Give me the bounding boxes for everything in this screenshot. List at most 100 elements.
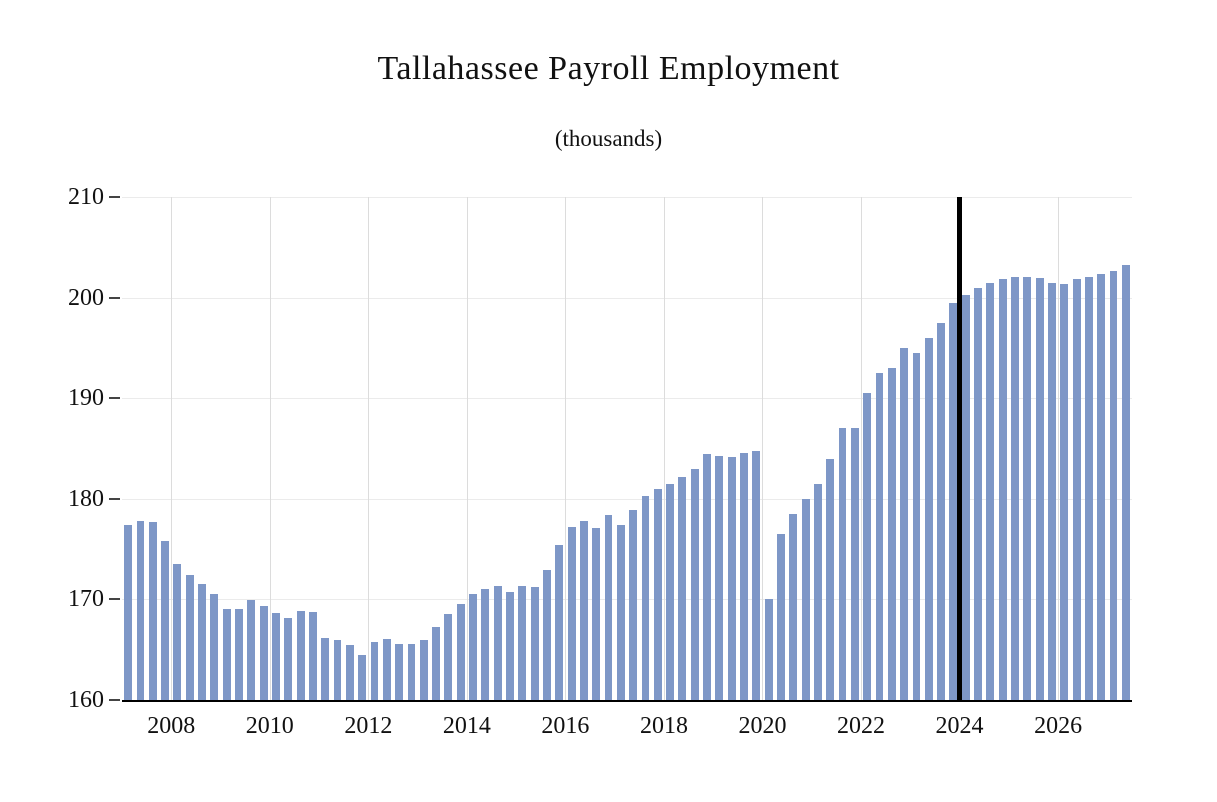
bar: [752, 450, 761, 700]
gridline-vertical: [171, 197, 173, 700]
gridline-horizontal: [122, 197, 1132, 198]
bar: [949, 302, 958, 700]
y-axis-tick-label: 180: [68, 485, 104, 512]
x-axis-tick-label: 2020: [738, 713, 787, 739]
bar: [801, 498, 810, 700]
y-axis-tick-label: 190: [68, 385, 104, 412]
bar: [481, 589, 490, 700]
y-axis-tick-mark: [109, 296, 120, 299]
gridline-vertical: [368, 197, 370, 700]
bar: [838, 428, 847, 700]
bar: [124, 524, 133, 700]
bar: [567, 526, 576, 700]
bar: [986, 282, 995, 700]
bar: [887, 368, 896, 700]
bar: [592, 527, 601, 700]
y-axis-tick-mark: [109, 196, 120, 198]
gridline-horizontal: [122, 398, 1132, 400]
bar: [1060, 283, 1069, 700]
y-axis-tick-label: 200: [68, 284, 104, 311]
bar: [850, 428, 859, 700]
chart-subtitle: (thousands): [554, 126, 663, 151]
bar: [1023, 277, 1032, 700]
bar: [542, 570, 551, 700]
x-axis-tick-label: 2022: [837, 713, 886, 739]
bar: [1121, 265, 1130, 700]
bar: [345, 644, 354, 700]
bar: [173, 564, 182, 700]
x-axis-tick-label: 2026: [1034, 713, 1083, 739]
y-axis-tick-mark: [109, 598, 120, 601]
bar: [1084, 277, 1093, 700]
y-axis-tick-mark: [109, 699, 120, 701]
bar: [333, 639, 342, 700]
y-axis-tick-mark: [109, 397, 120, 400]
bar: [493, 586, 502, 700]
bar: [641, 495, 650, 700]
bar: [308, 612, 317, 700]
y-axis-tick-label: 210: [68, 184, 104, 210]
gridline-horizontal: [122, 498, 1132, 500]
bar: [555, 545, 564, 700]
bar: [863, 393, 872, 700]
x-axis-tick-label: 2024: [935, 713, 984, 739]
bar: [444, 614, 453, 700]
x-axis-tick-label: 2008: [147, 713, 196, 739]
bar: [321, 637, 330, 700]
bar: [407, 643, 416, 700]
bar: [198, 584, 206, 700]
bar: [272, 613, 280, 700]
bar: [1072, 279, 1081, 700]
bar: [653, 488, 662, 700]
bar: [912, 352, 921, 700]
gridline-vertical: [762, 197, 764, 700]
bar: [296, 611, 305, 700]
bar: [900, 347, 909, 700]
bar: [1011, 277, 1019, 700]
y-axis-tick-label: 170: [68, 586, 104, 613]
gridline-vertical: [1058, 197, 1060, 700]
x-axis-tick-label: 2010: [245, 713, 294, 739]
bar: [777, 534, 785, 700]
bar: [506, 592, 514, 700]
bar: [715, 455, 724, 700]
bar: [185, 575, 194, 700]
bar: [530, 587, 539, 700]
bar: [998, 279, 1007, 700]
plot-area: [122, 197, 1132, 702]
bar: [247, 600, 256, 700]
bar: [210, 594, 219, 700]
bar: [924, 337, 933, 700]
bar: [419, 639, 428, 700]
bar: [1047, 282, 1056, 700]
bar: [875, 373, 884, 700]
bar: [961, 294, 970, 700]
bar: [284, 617, 293, 700]
bar: [789, 513, 798, 700]
y-axis-tick-label: 160: [68, 687, 104, 713]
bar: [629, 509, 638, 700]
gridline-vertical: [269, 197, 271, 700]
x-axis-tick-label: 2012: [344, 713, 393, 739]
bar: [518, 586, 527, 700]
bar: [703, 453, 711, 700]
bar: [136, 520, 145, 700]
bar: [358, 654, 367, 700]
bar: [148, 521, 157, 700]
bar: [235, 609, 243, 700]
bar: [678, 476, 687, 700]
bar: [974, 287, 982, 700]
bar: [813, 483, 822, 700]
bar: [161, 541, 170, 700]
bar: [222, 609, 231, 700]
bar: [764, 599, 773, 700]
bar: [1035, 278, 1044, 700]
bar: [690, 468, 699, 700]
gridline-vertical: [466, 197, 468, 700]
x-axis-tick-label: 2014: [442, 713, 491, 739]
bar: [740, 452, 748, 700]
bar: [469, 594, 477, 700]
bar: [432, 626, 441, 700]
bar: [666, 483, 675, 700]
